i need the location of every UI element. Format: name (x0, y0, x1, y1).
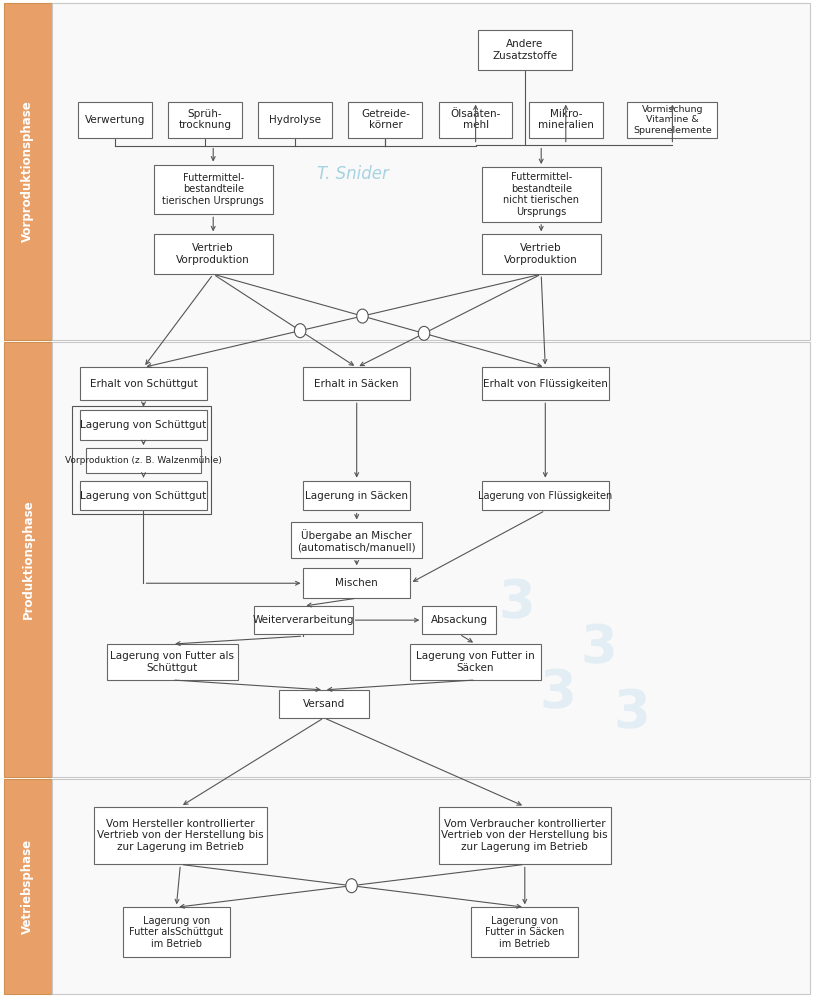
FancyBboxPatch shape (154, 165, 272, 214)
FancyBboxPatch shape (258, 102, 332, 138)
Text: Vom Hersteller kontrollierter
Vertrieb von der Herstellung bis
zur Lagerung im B: Vom Hersteller kontrollierter Vertrieb v… (97, 819, 264, 852)
FancyBboxPatch shape (94, 807, 266, 864)
FancyBboxPatch shape (422, 606, 495, 634)
FancyBboxPatch shape (154, 234, 272, 274)
Bar (52, 779, 809, 994)
Text: Vetriebsphase: Vetriebsphase (21, 838, 34, 934)
Text: Sprüh-
trocknung: Sprüh- trocknung (179, 109, 231, 131)
Text: Absackung: Absackung (430, 615, 487, 625)
Text: Vormischung
Vitamine &
Spurenelemente: Vormischung Vitamine & Spurenelemente (632, 105, 711, 135)
Text: Lagerung von
Futter in Säcken
im Betrieb: Lagerung von Futter in Säcken im Betrieb (485, 915, 563, 949)
Text: Versand: Versand (302, 699, 345, 709)
FancyBboxPatch shape (410, 644, 541, 680)
FancyBboxPatch shape (79, 368, 206, 401)
Bar (52, 3, 809, 340)
Text: Verwertung: Verwertung (84, 115, 145, 125)
FancyBboxPatch shape (291, 522, 422, 558)
FancyBboxPatch shape (528, 102, 602, 138)
FancyBboxPatch shape (477, 30, 572, 70)
FancyBboxPatch shape (482, 481, 608, 510)
Text: Lagerung von
Futter alsSchüttgut
im Betrieb: Lagerung von Futter alsSchüttgut im Betr… (129, 915, 223, 949)
FancyBboxPatch shape (471, 907, 577, 957)
FancyBboxPatch shape (482, 368, 608, 401)
FancyBboxPatch shape (303, 481, 410, 510)
Text: Andere
Zusatzstoffe: Andere Zusatzstoffe (491, 39, 557, 61)
Bar (4, 3, 52, 340)
Text: Hydrolyse: Hydrolyse (269, 115, 321, 125)
Text: Futtermittel-
bestandteile
nicht tierischen
Ursprungs: Futtermittel- bestandteile nicht tierisc… (503, 172, 578, 216)
Text: Lagerung von Futter in
Säcken: Lagerung von Futter in Säcken (416, 651, 534, 673)
Text: Mikro-
mineralien: Mikro- mineralien (537, 109, 593, 131)
FancyBboxPatch shape (78, 102, 152, 138)
Bar (4, 779, 52, 994)
FancyBboxPatch shape (278, 690, 369, 718)
FancyBboxPatch shape (168, 102, 242, 138)
FancyBboxPatch shape (86, 448, 201, 474)
Bar (4, 342, 52, 777)
Text: 3: 3 (539, 667, 575, 719)
Text: Getreide-
körner: Getreide- körner (360, 109, 410, 131)
Text: Lagerung von Futter als
Schüttgut: Lagerung von Futter als Schüttgut (110, 651, 234, 673)
Text: Vom Verbraucher kontrollierter
Vertrieb von der Herstellung bis
zur Lagerung im : Vom Verbraucher kontrollierter Vertrieb … (441, 819, 608, 852)
Circle shape (346, 878, 357, 892)
Circle shape (418, 326, 429, 340)
Circle shape (294, 324, 305, 338)
Bar (52, 342, 809, 777)
Text: Lagerung von Flüssigkeiten: Lagerung von Flüssigkeiten (477, 491, 612, 500)
FancyBboxPatch shape (303, 568, 410, 598)
Text: Erhalt von Flüssigkeiten: Erhalt von Flüssigkeiten (482, 379, 607, 389)
FancyBboxPatch shape (348, 102, 422, 138)
Text: Lagerung von Schüttgut: Lagerung von Schüttgut (80, 491, 206, 500)
FancyBboxPatch shape (106, 644, 238, 680)
Bar (72, 406, 211, 514)
FancyBboxPatch shape (438, 807, 610, 864)
FancyBboxPatch shape (627, 102, 717, 138)
Text: Lagerung von Schüttgut: Lagerung von Schüttgut (80, 420, 206, 430)
Text: Übergabe an Mischer
(automatisch/manuell): Übergabe an Mischer (automatisch/manuell… (297, 528, 415, 552)
Text: Ölsaaten-
mehl: Ölsaaten- mehl (450, 109, 500, 131)
Text: Vertrieb
Vorproduktion: Vertrieb Vorproduktion (504, 243, 577, 265)
FancyBboxPatch shape (79, 481, 206, 510)
Text: Mischen: Mischen (335, 578, 378, 588)
Text: Vertrieb
Vorproduktion: Vertrieb Vorproduktion (176, 243, 250, 265)
Text: 3: 3 (498, 577, 534, 629)
Text: 3: 3 (580, 622, 616, 674)
Text: Futtermittel-
bestandteile
tierischen Ursprungs: Futtermittel- bestandteile tierischen Ur… (162, 172, 264, 206)
FancyBboxPatch shape (482, 234, 600, 274)
FancyBboxPatch shape (482, 166, 600, 222)
FancyBboxPatch shape (123, 907, 229, 957)
FancyBboxPatch shape (303, 368, 410, 401)
Text: T. Snider: T. Snider (316, 166, 388, 183)
FancyBboxPatch shape (79, 410, 206, 440)
FancyBboxPatch shape (254, 606, 352, 634)
Text: Vorproduktionsphase: Vorproduktionsphase (21, 101, 34, 242)
Text: Erhalt in Säcken: Erhalt in Säcken (314, 379, 399, 389)
Text: Weiterverarbeitung: Weiterverarbeitung (252, 615, 354, 625)
Text: Erhalt von Schüttgut: Erhalt von Schüttgut (89, 379, 197, 389)
Text: 3: 3 (613, 687, 649, 739)
FancyBboxPatch shape (438, 102, 512, 138)
Text: Vorproduktion (z. B. Walzenmühle): Vorproduktion (z. B. Walzenmühle) (65, 456, 222, 466)
Text: Lagerung in Säcken: Lagerung in Säcken (305, 491, 408, 500)
Circle shape (356, 309, 368, 323)
Text: Produktionsphase: Produktionsphase (21, 499, 34, 619)
